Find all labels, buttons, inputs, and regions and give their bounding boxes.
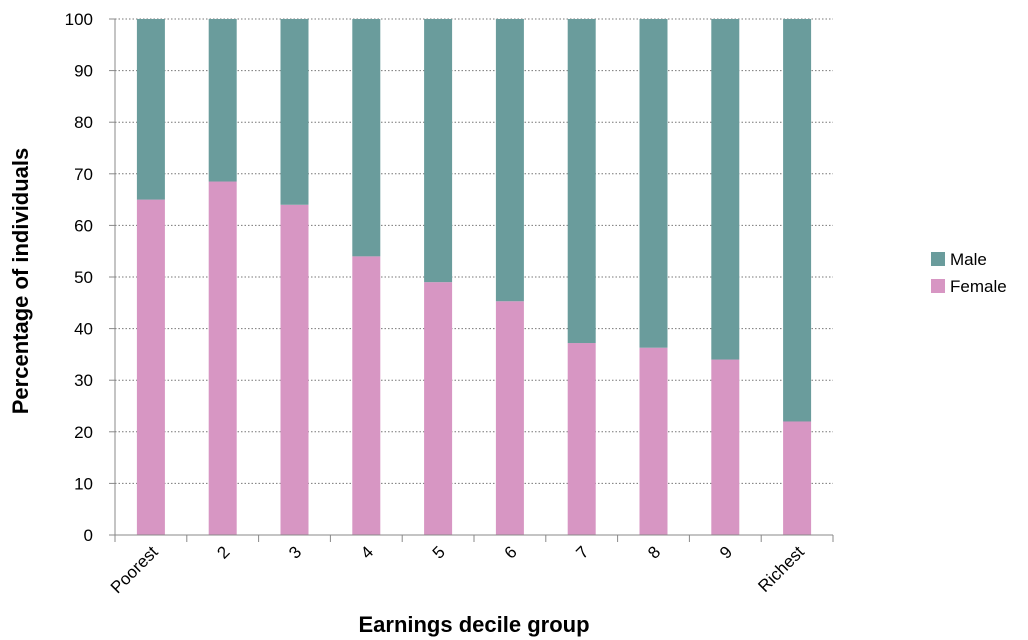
bar-female-richest [783,421,812,535]
x-tick-label: 3 [285,542,305,562]
bar-male-richest [783,19,812,422]
y-tick-label: 70 [74,165,93,184]
x-tick-label: 7 [572,542,592,562]
bar-female-3 [280,204,309,535]
x-axis-title: Earnings decile group [358,612,589,637]
y-tick-label: 60 [74,216,93,235]
bar-male-3 [280,19,309,205]
legend-swatch-female [931,279,945,293]
bar-male-poorest [136,19,165,200]
y-tick-label: 30 [74,371,93,390]
bar-male-2 [208,19,237,182]
bars [136,19,812,536]
bar-female-2 [208,181,237,536]
legend-swatch-male [931,252,945,266]
x-tick-labels: Poorest 2 3 4 5 6 7 8 9 Richest [107,542,808,597]
bar-female-7 [567,343,596,535]
x-tick-label: 6 [501,542,521,562]
y-axis-title: Percentage of individuals [8,148,33,415]
x-tick-label: Poorest [107,542,162,597]
y-tick-labels: 0 10 20 30 40 50 60 70 80 90 100 [65,10,93,545]
bar-female-poorest [136,199,165,535]
y-tick-label: 20 [74,423,93,442]
y-tick-label: 100 [65,10,93,29]
y-tick-label: 0 [84,526,93,545]
x-tick-label: 8 [644,542,664,562]
y-tick-label: 80 [74,113,93,132]
legend-label-male: Male [950,250,987,269]
legend-label-female: Female [950,277,1007,296]
bar-female-9 [711,359,740,535]
y-tick-label: 90 [74,62,93,81]
axes [109,18,834,542]
x-tick-label: 4 [357,542,377,562]
y-tick-label: 40 [74,320,93,339]
legend: Male Female [931,250,1007,296]
x-tick-label: 5 [429,542,449,562]
y-tick-label: 50 [74,268,93,287]
x-tick-label: Richest [754,542,808,596]
bar-female-5 [424,282,453,535]
bar-male-7 [567,19,596,344]
x-tick-label: 2 [213,542,233,562]
bar-female-6 [495,301,524,535]
bar-male-8 [639,19,668,348]
x-tick-label: 9 [716,542,736,562]
bar-male-9 [711,19,740,360]
y-tick-label: 10 [74,474,93,493]
bar-male-4 [352,19,381,257]
bar-female-8 [639,347,668,535]
bar-male-5 [424,19,453,283]
bar-male-6 [495,19,524,302]
bar-female-4 [352,256,381,535]
